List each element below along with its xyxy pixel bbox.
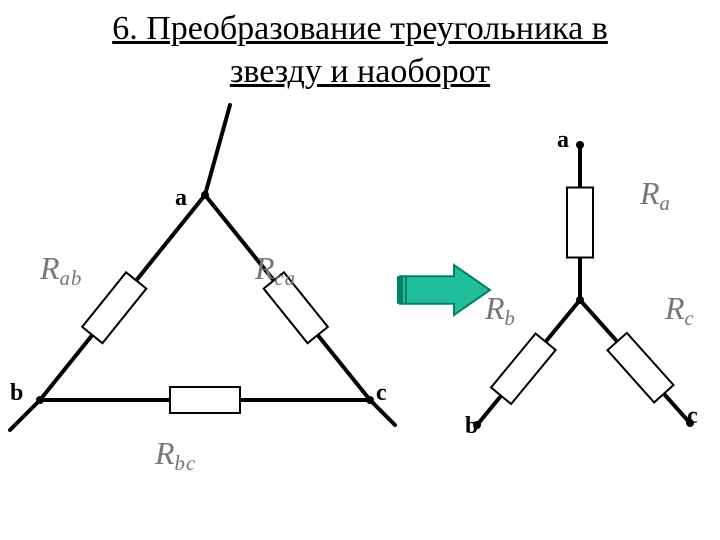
delta-node-a: a [175, 185, 187, 212]
label-Rbc: Rbc [155, 435, 196, 476]
diagram-canvas [0, 0, 720, 540]
delta-node-c: c [376, 380, 387, 407]
label-Ra: Ra [640, 175, 671, 216]
wye-node-a: a [557, 127, 569, 154]
delta-node-b: b [10, 380, 23, 407]
wye-node-b: b [465, 413, 478, 440]
label-Rab: Rab [40, 250, 82, 291]
wye-node-c: c [687, 403, 698, 430]
label-Rb: Rb [485, 290, 516, 331]
label-Rca: Rca [255, 250, 296, 291]
label-Rc: Rc [665, 290, 695, 331]
